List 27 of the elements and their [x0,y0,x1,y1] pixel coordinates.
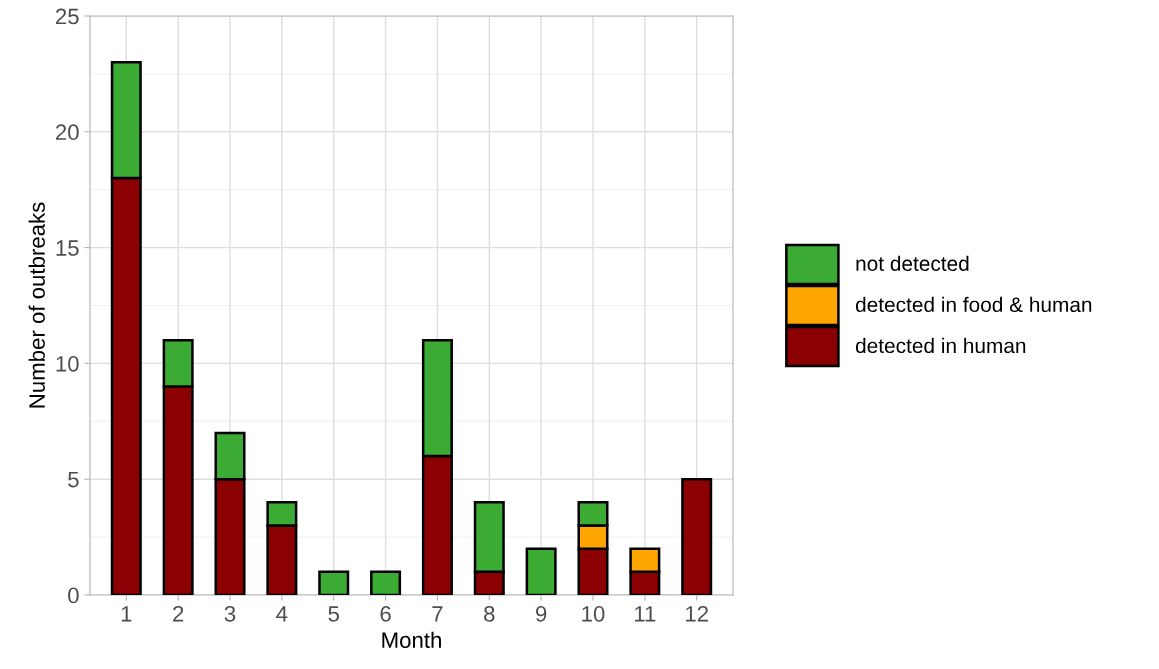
x-tick-label: 12 [686,606,708,622]
bar [525,547,557,595]
x-axis-title: Month [382,631,441,649]
y-tick-label: 20 [55,124,79,141]
bar [681,477,713,595]
x-tick-label: 8 [484,606,495,622]
x-tick-label: 11 [635,606,656,622]
y-tick-label: 0 [68,587,79,604]
x-tick-label: 1 [121,606,132,622]
y-tick-label: 5 [68,471,79,488]
y-tick-label: 15 [56,240,79,256]
y-axis-title: Number of outbreaks [28,202,45,408]
bar [318,570,350,595]
x-tick-label: 4 [276,606,288,622]
legend-label: detected in human [855,337,1026,354]
bar [370,570,402,595]
legend-label: detected in food & human [855,296,1092,313]
x-tick-label: 6 [380,606,391,622]
x-tick-label: 10 [582,606,605,622]
x-tick-label: 5 [328,606,339,622]
legend-label: not detected [856,255,969,272]
y-tick-label: 10 [56,355,79,372]
x-tick-label: 3 [224,606,236,622]
x-tick-label: 2 [173,606,184,622]
y-tick-label: 25 [55,8,79,25]
x-tick-label: 9 [536,606,547,622]
x-tick-label: 7 [432,606,443,622]
